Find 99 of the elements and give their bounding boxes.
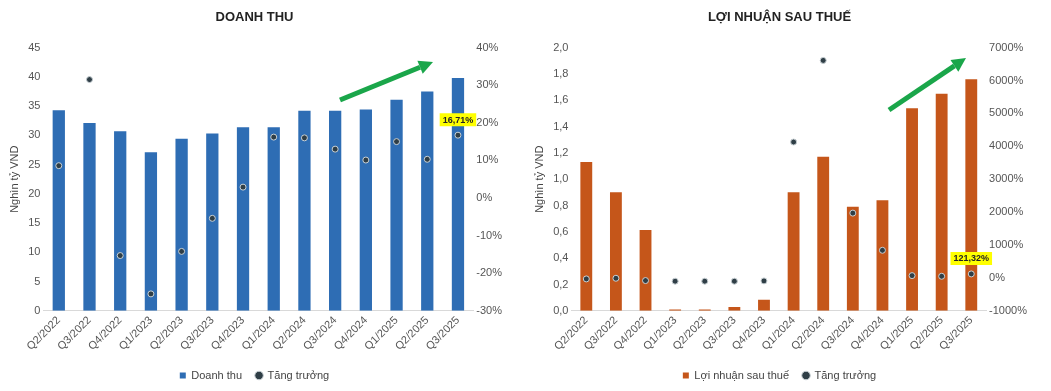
y2-tick-label: 4000%	[989, 139, 1024, 152]
y-tick-label: 40	[28, 69, 41, 82]
y2-tick-label: -10%	[476, 228, 503, 241]
y-tick-label: 1,0	[553, 172, 569, 185]
bar	[390, 99, 403, 311]
point	[300, 134, 308, 142]
y-tick-label: 15	[28, 216, 41, 229]
point	[331, 145, 339, 153]
bar	[114, 131, 127, 311]
y2-tick-label: 0%	[989, 270, 1006, 283]
y-tick-label: 1,2	[553, 145, 569, 158]
y2-tick-label: 40%	[476, 40, 499, 53]
point	[86, 76, 93, 84]
point	[967, 270, 975, 278]
y2-tick-label: 7000%	[989, 40, 1024, 53]
bar	[206, 133, 219, 311]
y-tick-label: 0,0	[553, 303, 569, 316]
point	[116, 252, 124, 260]
bar	[52, 110, 65, 311]
bar	[298, 110, 311, 311]
point	[671, 277, 679, 285]
bar	[787, 192, 800, 311]
bar	[758, 299, 770, 311]
y-tick-label: 1,8	[553, 66, 569, 79]
legend-label: Doanh thu	[191, 368, 243, 381]
bar	[236, 127, 250, 311]
y-axis-title: Nghìn tỷ VND	[7, 145, 20, 213]
legend-label: Tăng trưởng	[814, 368, 877, 381]
point	[270, 133, 278, 141]
bar	[876, 200, 889, 311]
data-label: 121,32%	[953, 253, 990, 264]
point	[642, 277, 650, 285]
point	[908, 272, 916, 280]
y-axis-title: Nghìn tỷ VND	[532, 145, 545, 213]
point	[701, 277, 709, 285]
y-tick-label: 0,6	[553, 224, 569, 237]
bar	[267, 127, 280, 311]
y-tick-label: 0,4	[553, 251, 569, 264]
bar	[329, 110, 342, 311]
y-tick-label: 35	[28, 99, 41, 112]
y-tick-label: 10	[28, 245, 41, 258]
bar	[609, 192, 622, 311]
chart-title: DOANH THU	[215, 9, 294, 25]
point	[178, 247, 186, 255]
bar	[639, 229, 652, 311]
bar	[175, 138, 188, 311]
y2-tick-label: 20%	[476, 115, 499, 128]
y2-tick-label: 10%	[476, 153, 499, 166]
y-tick-label: 0	[34, 303, 41, 316]
legend-label: Lợi nhuận sau thuế	[694, 368, 790, 381]
y-tick-label: 0,8	[553, 198, 569, 211]
legend-label: Tăng trưởng	[267, 368, 330, 381]
point	[423, 155, 431, 163]
point	[790, 138, 798, 146]
point	[582, 275, 590, 283]
y2-tick-label: 2000%	[989, 205, 1024, 218]
point	[393, 138, 401, 146]
y-tick-label: 2,0	[553, 40, 569, 53]
y2-tick-label: 5000%	[989, 106, 1024, 119]
point	[730, 277, 738, 285]
bar	[906, 108, 918, 311]
point	[208, 214, 216, 222]
point	[849, 209, 857, 217]
y2-tick-label: 1000%	[989, 238, 1024, 251]
y2-tick-label: 6000%	[989, 73, 1024, 86]
bar	[846, 206, 859, 311]
y-tick-label: 1,6	[553, 93, 569, 106]
y-tick-label: 45	[28, 40, 41, 53]
bar	[144, 152, 158, 311]
y2-tick-label: -20%	[476, 266, 503, 279]
y2-tick-label: 3000%	[989, 172, 1024, 185]
y2-tick-label: -1000%	[989, 303, 1028, 316]
point	[938, 272, 946, 280]
bar	[935, 93, 948, 311]
point	[878, 246, 886, 254]
point	[239, 183, 247, 191]
point	[147, 290, 155, 298]
point	[760, 277, 768, 285]
y2-tick-label: 0%	[476, 191, 493, 204]
point	[55, 162, 63, 170]
y-tick-label: 1,4	[553, 119, 569, 132]
bar	[421, 91, 434, 311]
point	[454, 131, 462, 139]
y2-tick-label: 30%	[476, 78, 499, 91]
chart-title: LỢI NHUẬN SAU THUẾ	[707, 9, 852, 25]
y-tick-label: 30	[28, 128, 41, 141]
y-tick-label: 25	[28, 157, 41, 170]
bar	[580, 162, 593, 311]
bar	[83, 123, 96, 311]
bar	[817, 156, 830, 311]
y2-tick-label: -30%	[476, 303, 503, 316]
y-tick-label: 5	[34, 274, 41, 287]
y-tick-label: 20	[28, 186, 41, 199]
y-tick-label: 0,2	[553, 277, 569, 290]
point	[819, 56, 827, 64]
data-label: 16,71%	[442, 114, 474, 125]
point	[612, 274, 620, 282]
point	[362, 156, 370, 164]
bar	[359, 109, 372, 311]
